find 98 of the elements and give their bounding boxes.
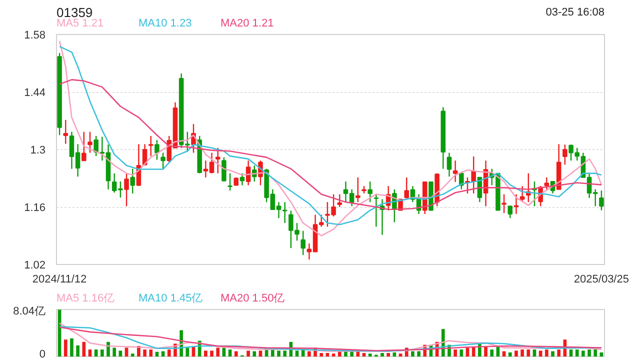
bar	[252, 351, 256, 356]
x-tick-label: 2024/11/12	[32, 274, 87, 286]
bar	[143, 349, 146, 356]
text: MA10 1.23	[138, 18, 192, 30]
candlestick	[148, 135, 154, 157]
bar	[210, 350, 214, 356]
series-label: MA5 1.16亿	[56, 292, 115, 304]
y-tick-label: 0	[39, 348, 46, 360]
candlestick	[404, 176, 409, 200]
bar	[320, 352, 324, 356]
line-series	[58, 79, 602, 210]
bar	[544, 349, 548, 356]
bar	[520, 349, 524, 356]
y-tick-label: 8.04亿	[13, 306, 46, 318]
bar	[538, 350, 542, 356]
y-tick-label: 1.44	[24, 87, 46, 99]
bar	[118, 350, 122, 356]
bar	[186, 348, 190, 356]
candlestick	[508, 206, 513, 219]
bar	[246, 350, 250, 356]
bar	[514, 350, 518, 356]
candlestick	[452, 160, 458, 183]
bar	[582, 350, 585, 356]
bar	[490, 349, 494, 356]
bar	[417, 351, 420, 356]
candlestick	[63, 119, 68, 144]
bar	[502, 351, 506, 356]
bar	[277, 350, 280, 356]
bar	[204, 350, 208, 356]
bar	[308, 351, 311, 356]
bar	[368, 354, 372, 356]
series-label: MA5 1.21	[56, 18, 104, 30]
candlestick	[300, 230, 306, 256]
candlestick	[599, 190, 604, 211]
candlestick	[154, 139, 160, 160]
candlestick	[130, 168, 135, 194]
candlestick	[562, 144, 568, 166]
y-tick-label: 1.3	[30, 144, 46, 156]
bar	[411, 351, 414, 356]
bar	[124, 348, 128, 356]
bar	[508, 352, 512, 356]
y-tick-label: 1.16	[24, 202, 46, 214]
bar	[594, 349, 598, 356]
candlestick	[82, 131, 86, 162]
bar	[167, 349, 171, 356]
bar	[526, 349, 530, 356]
candlestick	[240, 172, 245, 186]
bar	[76, 345, 80, 356]
bar	[484, 346, 488, 356]
bar	[386, 352, 390, 356]
y-tick-label: 1.58	[24, 30, 46, 42]
bar	[332, 354, 336, 356]
bar	[295, 350, 299, 356]
x-tick-label: 2025/03/25	[574, 274, 629, 286]
candlestick	[215, 147, 220, 174]
bar	[270, 349, 274, 356]
y-tick-label: 1.02	[24, 260, 46, 272]
candlestick	[222, 156, 226, 182]
text: MA10 1.45亿	[138, 292, 203, 304]
bar	[588, 349, 591, 356]
candlestick	[446, 152, 452, 178]
bar	[106, 342, 110, 356]
bar	[398, 354, 402, 356]
text: 03-25 16:08	[546, 6, 604, 18]
candlestick	[94, 135, 98, 157]
chart-title: 01359	[56, 5, 93, 20]
bar	[94, 349, 98, 356]
bar	[100, 349, 104, 356]
bar	[64, 340, 68, 356]
bar	[161, 351, 165, 356]
bar	[551, 351, 554, 356]
text: MA20 1.21	[220, 18, 274, 30]
candlestick	[520, 185, 525, 203]
bar	[112, 348, 116, 356]
candlestick	[337, 194, 342, 208]
candlestick	[374, 194, 379, 228]
bar	[575, 349, 579, 356]
bar	[82, 342, 86, 356]
text: MA20 1.50亿	[220, 292, 285, 304]
bar	[149, 349, 153, 356]
bar	[380, 352, 384, 356]
candlestick	[502, 194, 506, 214]
bar	[258, 350, 262, 356]
bar	[557, 349, 561, 356]
bar	[283, 350, 287, 356]
bar	[234, 351, 238, 356]
bar	[454, 349, 457, 356]
candlestick	[368, 180, 372, 203]
candlestick	[124, 172, 129, 207]
candlestick	[544, 176, 550, 190]
candlestick	[88, 131, 92, 154]
bar	[130, 354, 134, 356]
candlestick	[228, 172, 232, 192]
bar	[216, 348, 220, 356]
candlestick	[356, 176, 360, 203]
bar	[460, 349, 464, 356]
bar	[70, 338, 74, 356]
candlestick	[160, 152, 166, 170]
